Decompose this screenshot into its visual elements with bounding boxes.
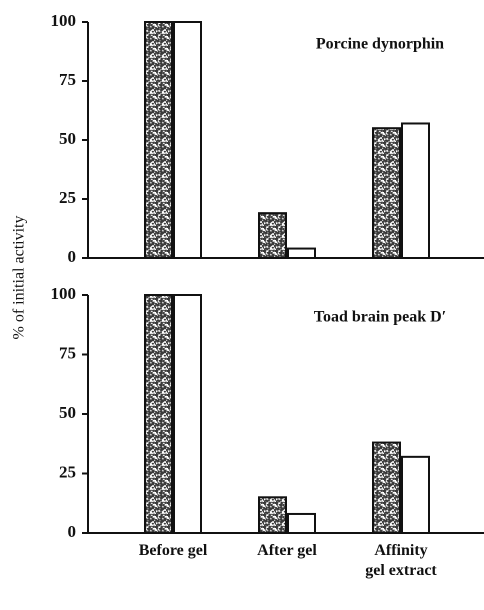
- bar: [287, 512, 316, 535]
- bar: [258, 496, 287, 534]
- x-tick-label: Before gel: [138, 542, 208, 559]
- bar: [287, 247, 316, 259]
- y-tick-label: 75: [59, 343, 76, 362]
- x-tick-label: After gel: [257, 542, 317, 559]
- bar: [144, 294, 173, 534]
- y-tick-label: 0: [68, 522, 77, 541]
- bar: [372, 127, 401, 259]
- bar: [173, 21, 202, 259]
- y-tick-label: 25: [59, 188, 76, 207]
- bar: [372, 441, 401, 534]
- x-tick-label: Affinity gel extract: [365, 542, 437, 579]
- y-tick-label: 75: [59, 70, 76, 89]
- bar: [258, 212, 287, 260]
- bar: [401, 122, 430, 260]
- panel-title: Toad brain peak D′: [314, 309, 446, 326]
- y-tick-label: 0: [68, 247, 77, 266]
- y-tick-label: 100: [51, 11, 77, 30]
- panel-title: Porcine dynorphin: [316, 36, 444, 53]
- bar: [144, 21, 173, 259]
- y-tick-label: 50: [59, 129, 76, 148]
- bar: [173, 294, 202, 534]
- y-tick-label: 25: [59, 462, 76, 481]
- y-tick-label: 100: [51, 284, 77, 303]
- y-axis-label: % of initial activity: [11, 216, 28, 340]
- bar: [401, 455, 430, 534]
- y-tick-label: 50: [59, 403, 76, 422]
